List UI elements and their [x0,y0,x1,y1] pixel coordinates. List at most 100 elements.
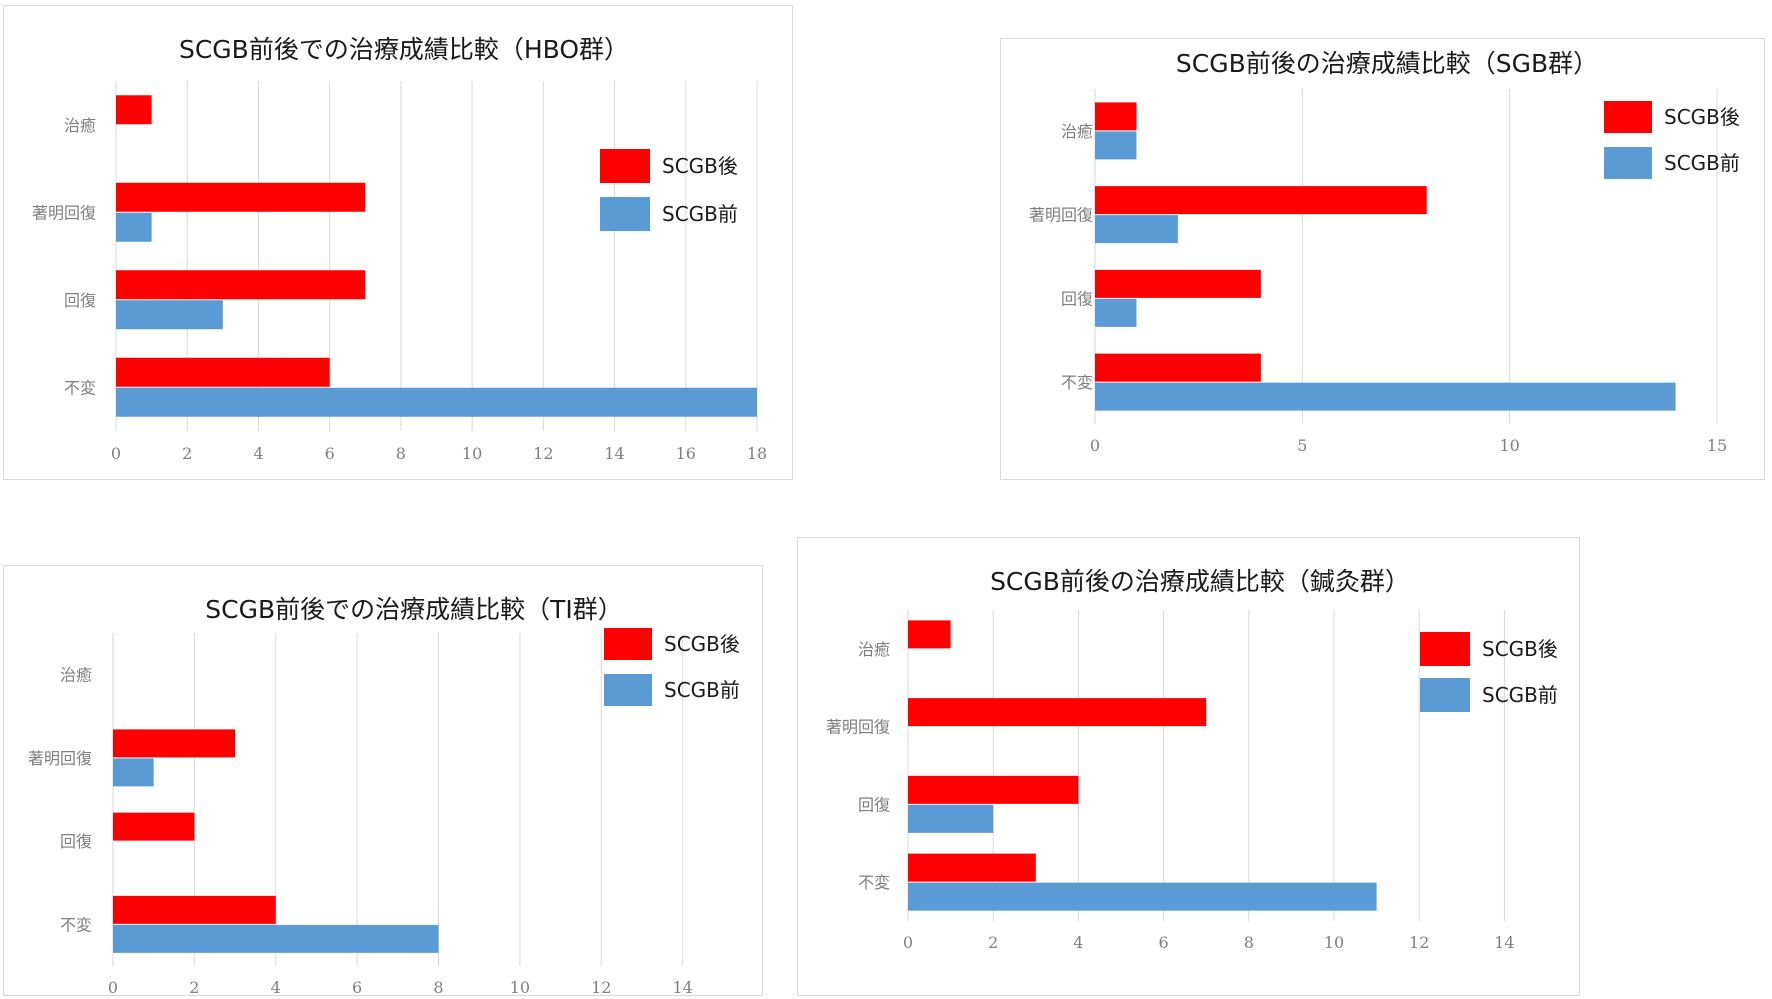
tick-label-sgb-0: 0 [1090,436,1100,455]
bar-acupuncture-after-2 [908,775,1079,804]
category-label-acupuncture-3: 不変 [858,873,890,892]
category-label-ti-0: 治癒 [60,666,92,685]
bar-acupuncture-before-3 [908,882,1377,911]
tick-label-sgb-15: 15 [1707,436,1727,455]
legend-swatch-ti-after [604,628,652,660]
legend-label-ti-after: SCGB後 [664,632,740,656]
bar-hbo-after-3 [116,357,330,387]
bar-hbo-after-0 [116,95,152,125]
bar-hbo-after-1 [116,182,366,212]
tick-label-acupuncture-12: 12 [1409,933,1429,952]
legend-swatch-acupuncture-before [1420,678,1470,712]
chart-title-sgb: SCGB前後の治療成績比較（SGB群） [1176,49,1598,78]
category-label-sgb-0: 治癒 [1061,122,1093,141]
bar-hbo-after-2 [116,270,366,300]
legend-swatch-hbo-after [600,149,650,183]
tick-label-hbo-18: 18 [747,444,767,463]
legend-swatch-hbo-before [600,197,650,231]
chart-panel-ti: SCGB前後での治療成績比較（TI群） 0 2 4 6 8 10 12 14 治癒著明回復回復不変… [3,565,763,996]
legend-label-hbo-before: SCGB前 [662,202,738,226]
category-label-ti-2: 回復 [60,832,92,851]
tick-label-hbo-2: 2 [182,444,192,463]
tick-label-hbo-16: 16 [676,444,696,463]
tick-label-acupuncture-10: 10 [1324,933,1344,952]
tick-label-ti-2: 2 [189,978,199,995]
tick-label-sgb-10: 10 [1499,436,1519,455]
tick-label-ti-0: 0 [108,978,118,995]
bar-sgb-after-0 [1095,102,1137,131]
category-label-hbo-3: 不変 [64,378,96,397]
bar-ti-after-3 [113,895,276,924]
legend-swatch-sgb-after [1604,101,1652,133]
tick-label-acupuncture-6: 6 [1159,933,1169,952]
tick-label-ti-4: 4 [271,978,281,995]
bar-acupuncture-before-2 [908,804,994,833]
tick-label-ti-12: 12 [591,978,611,995]
legend-swatch-acupuncture-after [1420,632,1470,666]
bar-ti-after-2 [113,812,195,841]
bar-hbo-before-2 [116,300,223,330]
chart-panel-hbo: SCGB前後での治療成績比較（HBO群） 0 2 4 6 8 10 12 14 16 18 治癒著明回… [3,5,793,480]
legend-label-sgb-after: SCGB後 [1664,105,1740,129]
category-label-hbo-1: 著明回復 [32,203,96,222]
tick-label-acupuncture-8: 8 [1244,933,1254,952]
bar-sgb-before-3 [1095,382,1676,411]
bar-hbo-before-3 [116,387,757,417]
tick-label-hbo-4: 4 [253,444,263,463]
bar-sgb-after-3 [1095,353,1261,382]
legend-label-acupuncture-after: SCGB後 [1482,637,1558,661]
legend-label-ti-before: SCGB前 [664,678,740,702]
category-label-ti-3: 不変 [60,915,92,934]
bar-sgb-before-0 [1095,131,1137,160]
bar-hbo-before-1 [116,212,152,242]
bar-acupuncture-after-3 [908,853,1036,882]
chart-panel-sgb: SCGB前後の治療成績比較（SGB群） 0 5 10 15 治癒著明回復回復不変 SCGB後… [1000,38,1765,480]
legend-swatch-sgb-before [1604,147,1652,179]
tick-label-hbo-10: 10 [462,444,482,463]
legend-label-hbo-after: SCGB後 [662,154,738,178]
tick-label-ti-14: 14 [672,978,692,995]
tick-label-sgb-5: 5 [1297,436,1307,455]
bar-ti-before-3 [113,924,439,953]
category-label-acupuncture-0: 治癒 [858,640,890,659]
legend-label-sgb-before: SCGB前 [1664,151,1740,175]
chart-panel-acupuncture: SCGB前後の治療成績比較（鍼灸群） 0 2 4 6 8 10 12 14 治癒著明回復回復不変 S… [797,537,1580,996]
category-label-sgb-3: 不変 [1061,373,1093,392]
chart-title-ti: SCGB前後での治療成績比較（TI群） [205,595,623,624]
category-label-acupuncture-1: 著明回復 [826,718,890,737]
category-label-sgb-2: 回復 [1061,289,1093,308]
chart-title-hbo: SCGB前後での治療成績比較（HBO群） [179,35,629,64]
category-label-sgb-1: 著明回復 [1029,206,1093,225]
tick-label-acupuncture-0: 0 [903,933,913,952]
bar-sgb-before-1 [1095,215,1178,244]
category-label-acupuncture-2: 回復 [858,795,890,814]
tick-label-acupuncture-2: 2 [988,933,998,952]
tick-label-hbo-12: 12 [533,444,553,463]
category-label-hbo-2: 回復 [64,291,96,310]
legend-swatch-ti-before [604,674,652,706]
tick-label-acupuncture-4: 4 [1073,933,1083,952]
bar-ti-after-1 [113,729,236,758]
tick-label-hbo-0: 0 [111,444,121,463]
bar-sgb-before-2 [1095,298,1137,327]
bar-acupuncture-after-0 [908,620,951,649]
tick-label-hbo-14: 14 [604,444,624,463]
bar-acupuncture-after-1 [908,698,1207,727]
category-label-ti-1: 著明回復 [28,749,92,768]
legend-label-acupuncture-before: SCGB前 [1482,683,1558,707]
tick-label-hbo-8: 8 [396,444,406,463]
bar-ti-before-1 [113,758,154,787]
tick-label-acupuncture-14: 14 [1494,933,1514,952]
chart-title-acupuncture: SCGB前後の治療成績比較（鍼灸群） [990,567,1410,596]
bar-sgb-after-2 [1095,269,1261,298]
chart-ti-svg: SCGB前後での治療成績比較（TI群） 0 2 4 6 8 10 12 14 治癒著明回復回復不変… [28,595,740,995]
tick-label-hbo-6: 6 [325,444,335,463]
tick-label-ti-8: 8 [433,978,443,995]
category-label-hbo-0: 治癒 [64,116,96,135]
bar-sgb-after-1 [1095,186,1427,215]
tick-label-ti-6: 6 [352,978,362,995]
chart-hbo-svg: SCGB前後での治療成績比較（HBO群） 0 2 4 6 8 10 12 14 16 18 治癒著明回… [32,35,767,463]
tick-label-ti-10: 10 [510,978,530,995]
